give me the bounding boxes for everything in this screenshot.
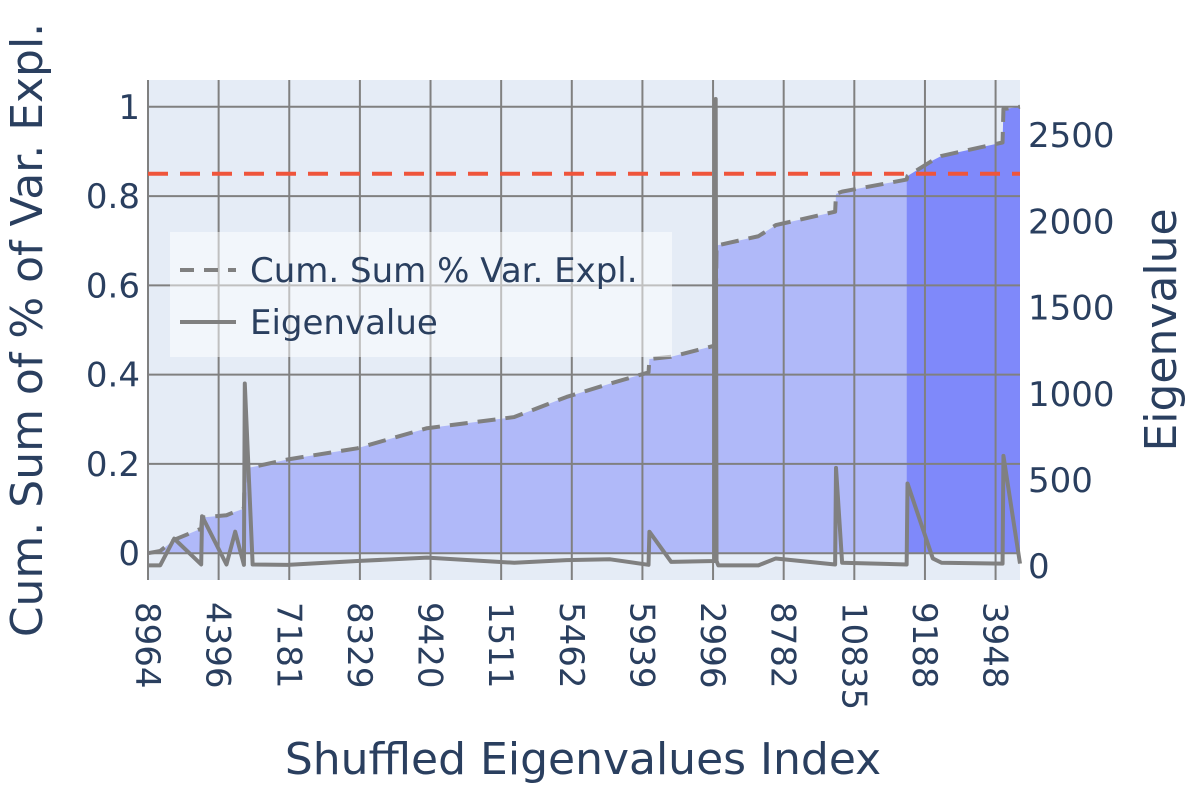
x-tick-label: 5462 [551, 602, 591, 689]
x-axis-title: Shuffled Eigenvalues Index [285, 734, 881, 785]
x-tick-label: 4396 [198, 602, 238, 689]
y-left-tick-label: 0.2 [86, 445, 140, 485]
y-left-tick-label: 0.6 [86, 266, 140, 306]
x-tick-label: 3948 [975, 602, 1015, 689]
y-right-tick-label: 2500 [1028, 116, 1115, 156]
y-right-tick-label: 500 [1028, 461, 1093, 501]
series-line-0 [147, 104, 1021, 556]
x-tick-label: 1511 [480, 602, 520, 689]
x-tick-label: 10835 [833, 602, 873, 710]
x-tick-label: 8964 [127, 602, 167, 689]
x-tick-label: 8782 [763, 602, 803, 689]
y-left-tick-label: 1 [118, 88, 140, 128]
legend-label-cumsum: Cum. Sum % Var. Expl. [250, 251, 638, 291]
legend: Cum. Sum % Var. Expl. Eigenvalue [170, 232, 672, 357]
y-right-tick-label: 1500 [1028, 289, 1115, 329]
x-tick-label: 8329 [339, 602, 379, 689]
y-right-tick-label: 2000 [1028, 202, 1115, 242]
y-left-tick-label: 0.8 [86, 177, 140, 217]
y-axis-title-left: Cum. Sum of % of Var. Expl. [2, 23, 53, 637]
x-tick-label: 2996 [692, 602, 732, 689]
legend-background [170, 232, 672, 357]
shaded-region-0 [160, 179, 907, 554]
y-right-tick-label: 0 [1028, 547, 1050, 587]
x-tick-label: 9188 [904, 602, 944, 689]
series-line-1 [148, 96, 1022, 568]
y-left-tick-label: 0 [118, 534, 140, 574]
shaded-region-1 [906, 106, 1020, 554]
x-tick-label: 5939 [621, 602, 661, 689]
x-tick-label: 7181 [268, 602, 308, 689]
y-left-tick-label: 0.4 [86, 356, 140, 396]
legend-label-eigenvalue: Eigenvalue [250, 303, 438, 343]
y-axis-title-right: Eigenvalue [1136, 208, 1187, 451]
y-right-tick-label: 1000 [1028, 375, 1115, 415]
x-tick-label: 9420 [410, 602, 450, 689]
